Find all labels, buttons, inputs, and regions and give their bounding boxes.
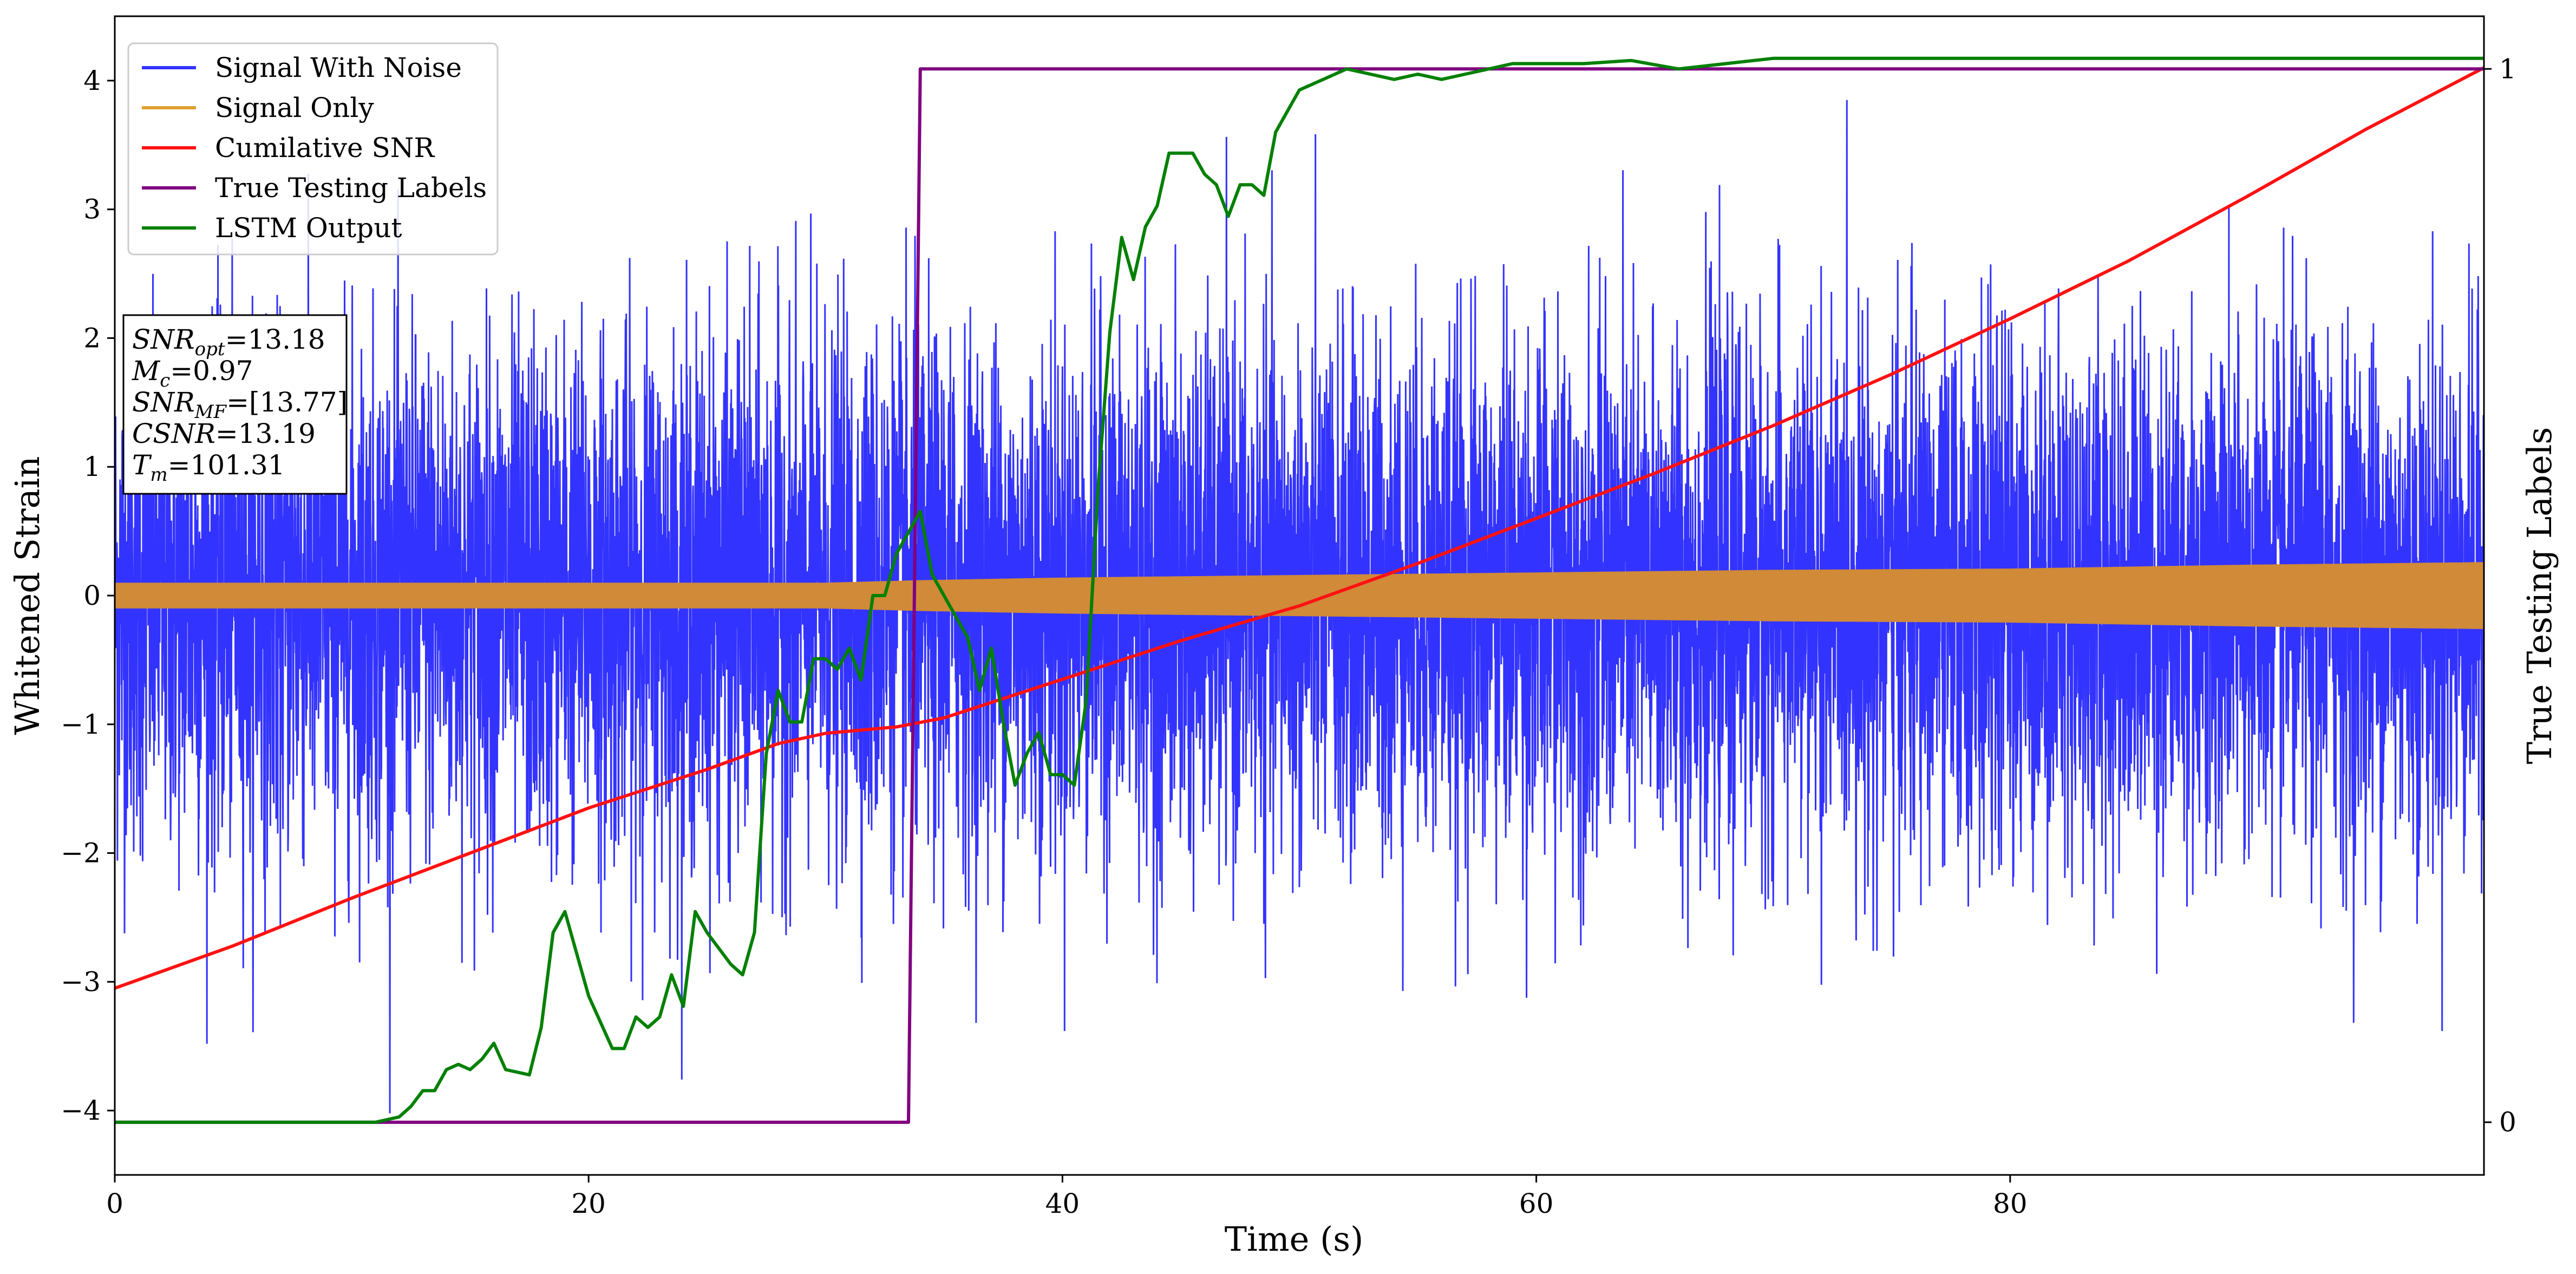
x-axis-title: Time (s) — [1225, 1219, 1364, 1259]
info-box-line: SNRMF=[13.77] — [132, 387, 348, 423]
x-tick-label: 60 — [1519, 1188, 1554, 1219]
y-tick-label: 0 — [83, 580, 101, 611]
x-tick-label: 80 — [1993, 1188, 2028, 1219]
x-tick-label: 20 — [571, 1188, 606, 1219]
legend: Signal With Noise Signal Only Cumilative S… — [127, 42, 499, 256]
y-tick-label: 2 — [83, 322, 101, 354]
y-tick-label: −3 — [61, 966, 101, 997]
y-axis-title: Whitened Strain — [8, 456, 47, 735]
x-axis: 0 20 40 60 80 — [106, 1175, 2028, 1219]
legend-label-lstm-output: LSTM Output — [215, 212, 402, 244]
plot-area — [115, 56, 2484, 1124]
series-true-testing-labels — [115, 67, 2484, 1124]
info-box-frame — [122, 314, 348, 495]
y2-axis-title: True Testing Labels — [2520, 427, 2559, 765]
y2-tick-label: 1 — [2499, 53, 2516, 84]
y-tick-label: 1 — [83, 451, 101, 482]
info-box-line: SNRopt=13.18 — [132, 324, 325, 360]
series-signal-only — [115, 562, 2484, 629]
x-tick-label: 0 — [106, 1188, 123, 1219]
legend-label-signal-with-noise: Signal With Noise — [215, 52, 462, 83]
legend-label-cumulative-snr: Cumilative SNR — [215, 132, 435, 164]
series-lstm-output — [115, 56, 2484, 1124]
legend-label-true-testing-labels: True Testing Labels — [215, 172, 487, 204]
y-tick-label: −2 — [61, 838, 101, 869]
x-tick-label: 40 — [1045, 1188, 1080, 1219]
info-box-line: Mc=0.97 — [132, 355, 253, 391]
legend-frame — [127, 42, 499, 256]
info-box-line: CSNR=13.19 — [132, 418, 316, 449]
y-tick-label: 3 — [83, 194, 101, 225]
y-axis-right: 01 — [2484, 53, 2516, 1138]
y-axis-left: −4 −3 −2 −1 0 1 2 3 4 — [61, 65, 115, 1126]
legend-label-signal-only: Signal Only — [215, 92, 374, 123]
y2-tick-label: 0 — [2499, 1107, 2516, 1138]
y-tick-label: −1 — [61, 709, 101, 740]
series-cumulative-snr — [115, 66, 2484, 990]
info-box-line: Tm=101.31 — [132, 449, 285, 486]
info-box: SNRopt=13.18Mc=0.97SNRMF=[13.77]CSNR=13.… — [122, 314, 348, 495]
y-tick-label: −4 — [61, 1095, 101, 1126]
y-tick-label: 4 — [83, 65, 101, 96]
